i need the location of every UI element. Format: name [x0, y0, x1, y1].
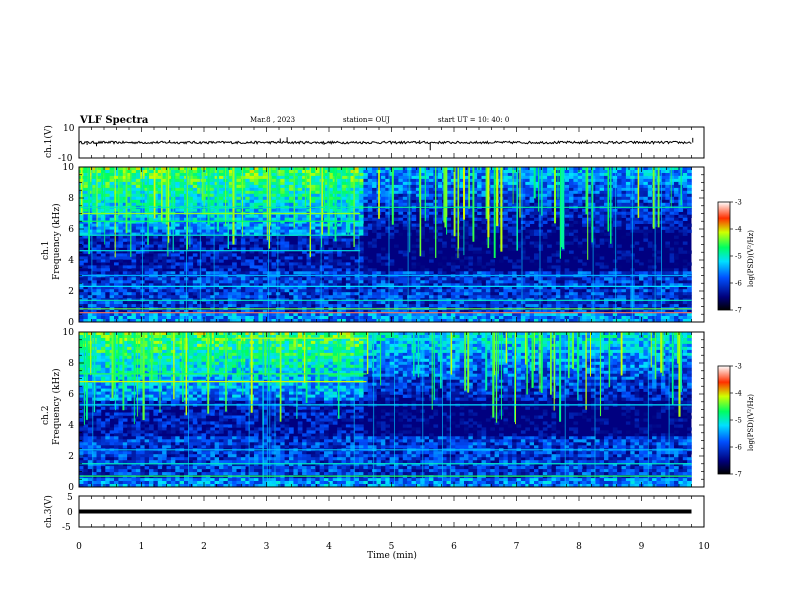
- colorbar-tick-label: -4: [735, 390, 742, 398]
- ch2-colorbar-ticks: -3 -4 -5 -6 -7: [730, 363, 742, 479]
- freq-tick-label: 6: [68, 225, 74, 235]
- colorbar-tick-label: -5: [735, 417, 742, 425]
- x-axis-label: Time (min): [367, 550, 417, 561]
- ch1-tick-top: 10: [63, 124, 75, 134]
- ch3-panel: 5 0 -5 ch.3(V): [43, 493, 705, 533]
- figure-start-time: start UT = 10: 40: 0: [438, 116, 509, 124]
- x-tick-label: 6: [451, 542, 457, 552]
- colorbar-tick-label: -3: [735, 363, 742, 371]
- ch2-spec-ylabel-line2: Frequency (kHz): [51, 368, 62, 445]
- ch2-colorbar-label: log(PSD)(V²/Hz): [747, 394, 755, 451]
- ch1-axis: [78, 126, 705, 159]
- freq-tick-label: 0: [68, 483, 74, 493]
- ch3-tick-mid: 0: [67, 508, 73, 518]
- colorbar-tick-label: -5: [735, 253, 742, 261]
- ch2-colorbar: [717, 365, 731, 475]
- figure-title: VLF Spectra: [79, 115, 149, 126]
- ch1-ylabel: ch.1(V): [43, 125, 54, 158]
- colorbar-tick-label: -6: [735, 444, 742, 452]
- ch2-spec-ylabel-line1: ch.2: [41, 406, 51, 425]
- colorbar-tick-label: -3: [735, 199, 742, 207]
- ch3-axis: [78, 495, 705, 528]
- ch2-spectrogram-axis: 0 2 4 6 8 10: [63, 328, 705, 493]
- x-tick-label: 10: [698, 542, 710, 552]
- x-tick-label: 3: [264, 542, 270, 552]
- x-tick-label: 5: [389, 542, 395, 552]
- ch1-panel: 10 -10 ch.1(V): [43, 124, 705, 164]
- freq-tick-label: 8: [68, 359, 74, 369]
- freq-tick-label: 2: [68, 287, 74, 297]
- freq-tick-label: 10: [63, 328, 75, 338]
- ch1-spec-ylabel-line1: ch.1: [41, 241, 51, 260]
- freq-tick-label: 2: [68, 452, 74, 462]
- freq-tick-label: 4: [68, 256, 74, 266]
- ch3-tick-bottom: -5: [62, 523, 71, 533]
- x-tick-label: 1: [139, 542, 145, 552]
- freq-tick-label: 10: [63, 163, 75, 173]
- colorbar-tick-label: -4: [735, 226, 742, 234]
- ch3-ylabel: ch.3(V): [43, 495, 54, 528]
- ch1-spectrogram-image: [79, 167, 692, 323]
- x-tick-label: 0: [76, 542, 82, 552]
- x-tick-label: 8: [576, 542, 582, 552]
- colorbar-tick-label: -7: [735, 307, 742, 315]
- x-tick-label: 9: [639, 542, 645, 552]
- x-tick-label: 4: [326, 542, 332, 552]
- figure-station: station= OUJ: [343, 116, 390, 124]
- colorbar-tick-label: -7: [735, 471, 742, 479]
- freq-tick-label: 4: [68, 421, 74, 431]
- ch1-colorbar-label: log(PSD)(V²/Hz): [747, 230, 755, 287]
- ch1-colorbar-ticks: -3 -4 -5 -6 -7: [730, 199, 742, 315]
- freq-tick-label: 0: [68, 318, 74, 328]
- ch3-tick-top: 5: [67, 493, 73, 503]
- x-axis-tick-labels: 0 1 2 3 4 5 6 7 8 9 10: [76, 542, 710, 552]
- freq-tick-label: 6: [68, 390, 74, 400]
- figure-date: Mar.8 , 2023: [250, 116, 295, 124]
- ch1-spectrogram-axis: 0 2 4 6 8 10: [63, 163, 705, 328]
- ch1-spec-ylabel-line2: Frequency (kHz): [51, 203, 62, 280]
- ch2-spectrogram-image: [79, 332, 692, 488]
- ch1-waveform-trace: [78, 137, 694, 151]
- ch1-colorbar: [717, 201, 731, 311]
- x-tick-label: 2: [201, 542, 207, 552]
- freq-tick-label: 8: [68, 194, 74, 204]
- ch1-tick-bottom: -10: [58, 154, 73, 164]
- colorbar-tick-label: -6: [735, 280, 742, 288]
- x-tick-label: 7: [514, 542, 520, 552]
